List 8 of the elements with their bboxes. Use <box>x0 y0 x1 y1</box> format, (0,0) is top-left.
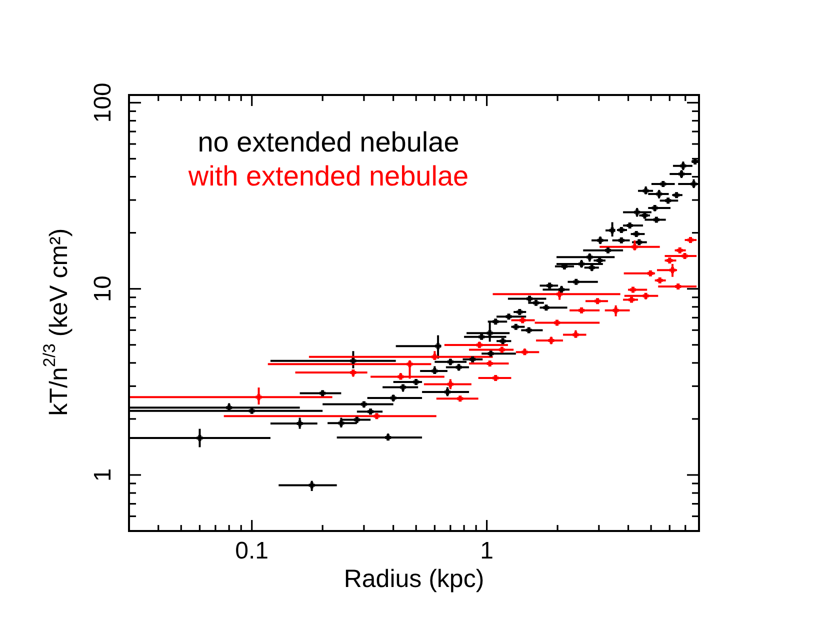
y-tick-label: 1 <box>90 468 117 482</box>
y-tick-label: 100 <box>90 82 117 123</box>
text: with extended nebulae <box>187 160 469 192</box>
y-axis-title: kT/n2/3 (keV cm²) <box>40 228 73 416</box>
x-tick-label: 0.1 <box>235 538 269 565</box>
y-tick-label: 10 <box>90 275 117 302</box>
x-axis-title: Radius (kpc) <box>344 564 484 593</box>
legend-label: no extended nebulae <box>198 126 460 158</box>
